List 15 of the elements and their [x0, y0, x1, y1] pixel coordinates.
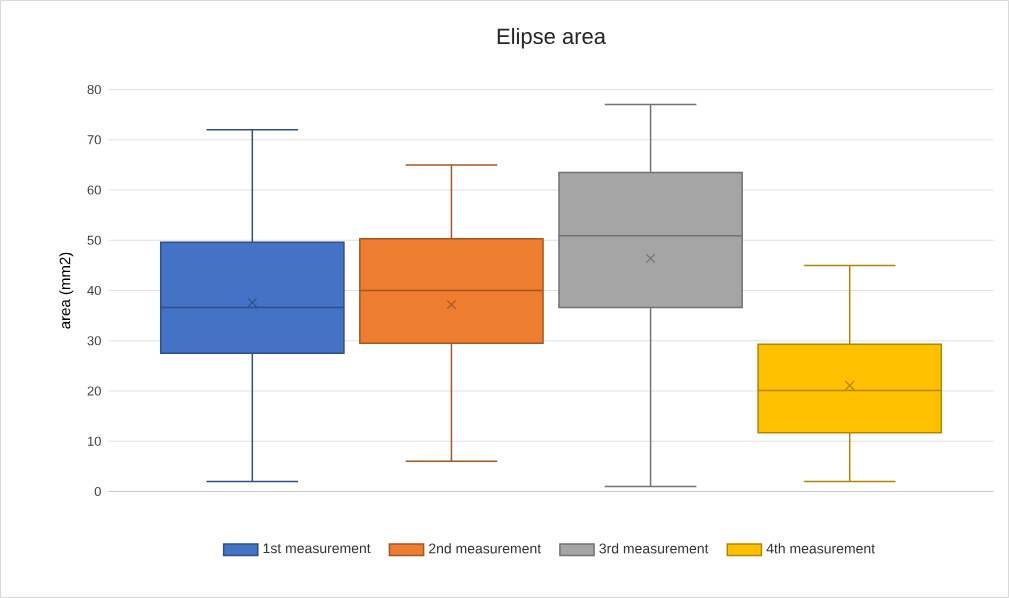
legend-label: 3rd measurement	[599, 543, 709, 554]
y-tick-label: 20	[87, 386, 101, 396]
legend-label: 1st measurement	[263, 543, 371, 554]
y-tick-label: 30	[87, 336, 101, 346]
y-tick-label: 80	[87, 84, 101, 95]
y-tick-label: 40	[87, 285, 101, 296]
legend-label: 4th measurement	[766, 543, 875, 554]
y-axis-title: area (mm2)	[59, 252, 74, 329]
y-tick-label: 10	[87, 436, 101, 446]
legend-label: 2nd measurement	[429, 543, 542, 554]
y-tick-label: 0	[94, 486, 101, 497]
chart-title: Elipse area	[497, 27, 606, 49]
y-tick-label: 60	[87, 185, 101, 195]
y-tick-label: 50	[87, 235, 101, 245]
y-tick-label: 70	[87, 135, 101, 145]
